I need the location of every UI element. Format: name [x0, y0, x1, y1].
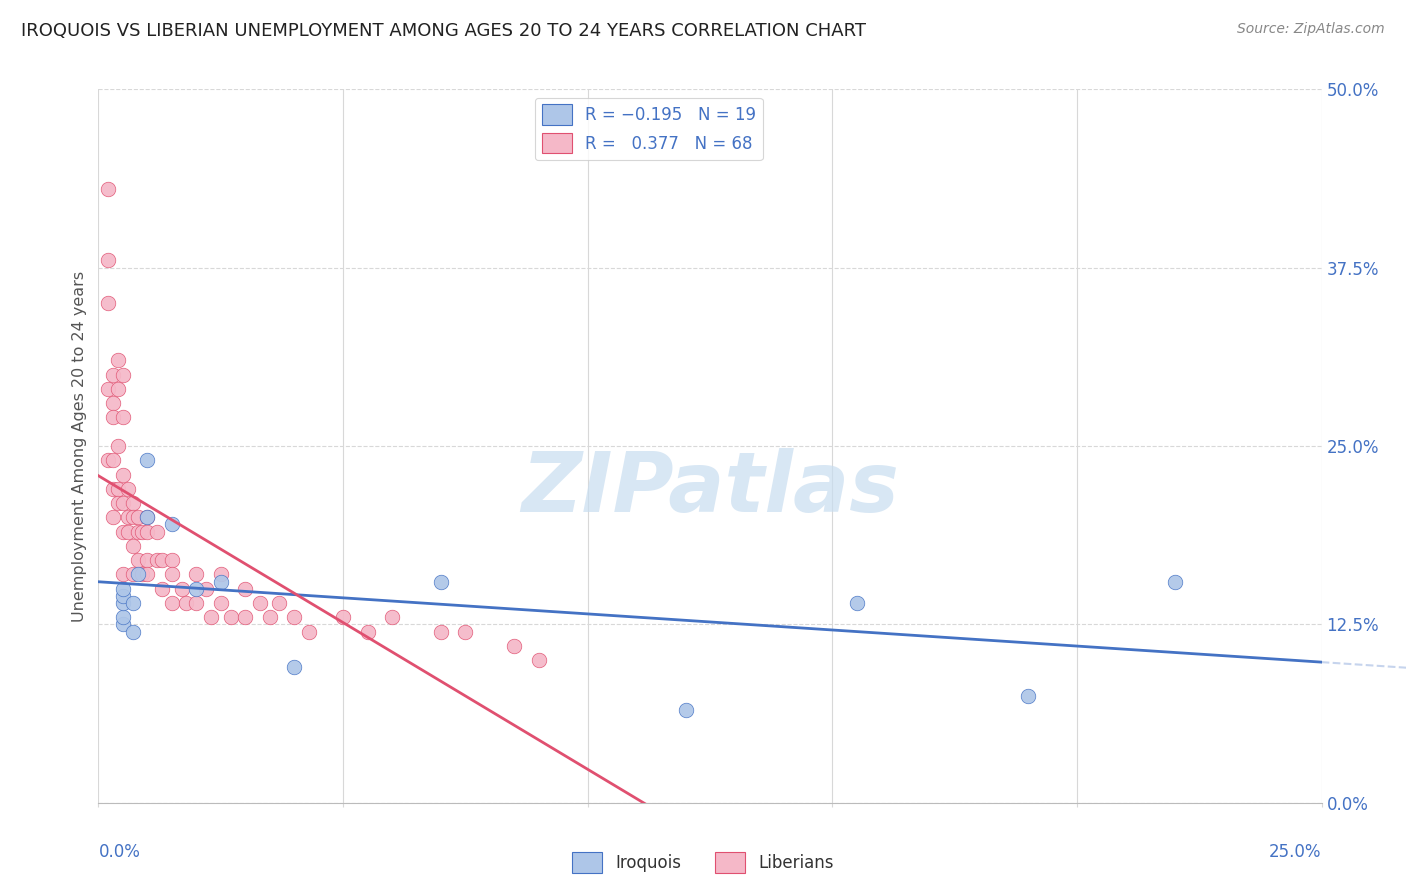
Text: IROQUOIS VS LIBERIAN UNEMPLOYMENT AMONG AGES 20 TO 24 YEARS CORRELATION CHART: IROQUOIS VS LIBERIAN UNEMPLOYMENT AMONG … — [21, 22, 866, 40]
Text: 25.0%: 25.0% — [1270, 843, 1322, 861]
Point — [150, 553, 173, 567]
Point — [117, 524, 139, 539]
Point — [200, 610, 222, 624]
Point — [150, 582, 173, 596]
Point — [131, 567, 153, 582]
Point — [111, 496, 134, 510]
Point — [97, 382, 120, 396]
Point — [131, 524, 153, 539]
Point — [675, 703, 697, 717]
Point — [160, 553, 183, 567]
Point — [1017, 689, 1039, 703]
Point — [136, 510, 159, 524]
Point — [111, 410, 134, 425]
Y-axis label: Unemployment Among Ages 20 to 24 years: Unemployment Among Ages 20 to 24 years — [72, 270, 87, 622]
Point — [97, 296, 120, 310]
Point — [186, 596, 208, 610]
Point — [176, 596, 198, 610]
Point — [127, 567, 149, 582]
Text: 0.0%: 0.0% — [98, 843, 141, 861]
Point — [269, 596, 291, 610]
Point — [101, 482, 124, 496]
Point — [249, 596, 271, 610]
Point — [107, 482, 129, 496]
Point — [136, 453, 159, 467]
Point — [101, 410, 124, 425]
Point — [121, 510, 143, 524]
Point — [111, 567, 134, 582]
Point — [233, 582, 256, 596]
Text: Source: ZipAtlas.com: Source: ZipAtlas.com — [1237, 22, 1385, 37]
Point — [111, 596, 134, 610]
Point — [186, 567, 208, 582]
Point — [121, 539, 143, 553]
Point — [503, 639, 526, 653]
Point — [107, 496, 129, 510]
Point — [259, 610, 281, 624]
Point — [283, 610, 305, 624]
Point — [107, 439, 129, 453]
Point — [845, 596, 868, 610]
Point — [136, 567, 159, 582]
Point — [160, 517, 183, 532]
Legend: R = −0.195   N = 19, R =   0.377   N = 68: R = −0.195 N = 19, R = 0.377 N = 68 — [534, 97, 762, 160]
Point — [111, 467, 134, 482]
Point — [127, 524, 149, 539]
Point — [454, 624, 477, 639]
Point — [160, 567, 183, 582]
Point — [430, 624, 453, 639]
Point — [219, 610, 242, 624]
Point — [121, 496, 143, 510]
Point — [209, 596, 232, 610]
Point — [356, 624, 378, 639]
Point — [101, 453, 124, 467]
Point — [1164, 574, 1187, 589]
Point — [97, 182, 120, 196]
Point — [136, 510, 159, 524]
Point — [111, 582, 134, 596]
Point — [121, 567, 143, 582]
Point — [298, 624, 321, 639]
Point — [209, 574, 232, 589]
Point — [209, 567, 232, 582]
Point — [101, 368, 124, 382]
Point — [111, 617, 134, 632]
Point — [127, 510, 149, 524]
Point — [430, 574, 453, 589]
Point — [101, 396, 124, 410]
Point — [111, 368, 134, 382]
Point — [283, 660, 305, 674]
Point — [121, 624, 143, 639]
Point — [136, 524, 159, 539]
Point — [101, 510, 124, 524]
Point — [170, 582, 193, 596]
Point — [117, 510, 139, 524]
Point — [186, 582, 208, 596]
Point — [111, 610, 134, 624]
Point — [97, 253, 120, 268]
Legend: Iroquois, Liberians: Iroquois, Liberians — [565, 846, 841, 880]
Point — [97, 453, 120, 467]
Point — [146, 524, 169, 539]
Point — [332, 610, 354, 624]
Point — [381, 610, 404, 624]
Point — [527, 653, 550, 667]
Point — [117, 482, 139, 496]
Point — [146, 553, 169, 567]
Text: ZIPatlas: ZIPatlas — [522, 449, 898, 529]
Point — [233, 610, 256, 624]
Point — [195, 582, 218, 596]
Point — [111, 524, 134, 539]
Point — [107, 382, 129, 396]
Point — [121, 596, 143, 610]
Point — [136, 553, 159, 567]
Point — [127, 553, 149, 567]
Point — [111, 589, 134, 603]
Point — [107, 353, 129, 368]
Point — [160, 596, 183, 610]
